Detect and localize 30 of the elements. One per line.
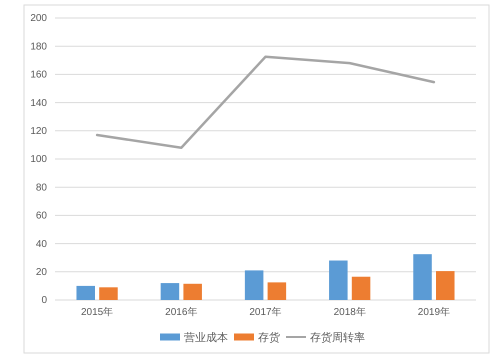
bar bbox=[268, 282, 286, 300]
bar bbox=[76, 286, 95, 300]
bar bbox=[413, 254, 432, 300]
y-tick-label: 160 bbox=[30, 70, 48, 81]
y-tick-label: 200 bbox=[30, 13, 48, 24]
x-tick-label: 2018年 bbox=[334, 306, 366, 318]
x-tick-label: 2016年 bbox=[165, 306, 198, 318]
bar bbox=[183, 284, 202, 300]
bar bbox=[352, 276, 370, 300]
legend-label: 存货周转率 bbox=[310, 331, 365, 344]
y-tick-label: 60 bbox=[36, 210, 48, 222]
legend-label: 存货 bbox=[258, 331, 280, 344]
y-tick-label: 40 bbox=[36, 238, 48, 250]
y-tick-label: 120 bbox=[30, 126, 48, 137]
y-tick-label: 80 bbox=[36, 182, 48, 194]
bar bbox=[244, 270, 264, 300]
y-tick-label: 0 bbox=[41, 295, 48, 306]
x-tick-label: 2015年 bbox=[80, 306, 114, 318]
x-tick-label: 2019年 bbox=[418, 306, 450, 318]
x-tick-label: 2017年 bbox=[249, 306, 282, 318]
y-tick-label: 180 bbox=[30, 41, 48, 52]
legend-label: 营业成本 bbox=[184, 331, 228, 344]
y-tick-label: 140 bbox=[30, 98, 48, 109]
y-tick-label: 20 bbox=[36, 267, 48, 278]
bar bbox=[329, 260, 348, 300]
y-tick-label: 100 bbox=[30, 154, 48, 166]
bar bbox=[99, 287, 118, 300]
line-series bbox=[96, 56, 436, 149]
bar bbox=[436, 271, 455, 300]
bar bbox=[160, 283, 180, 300]
